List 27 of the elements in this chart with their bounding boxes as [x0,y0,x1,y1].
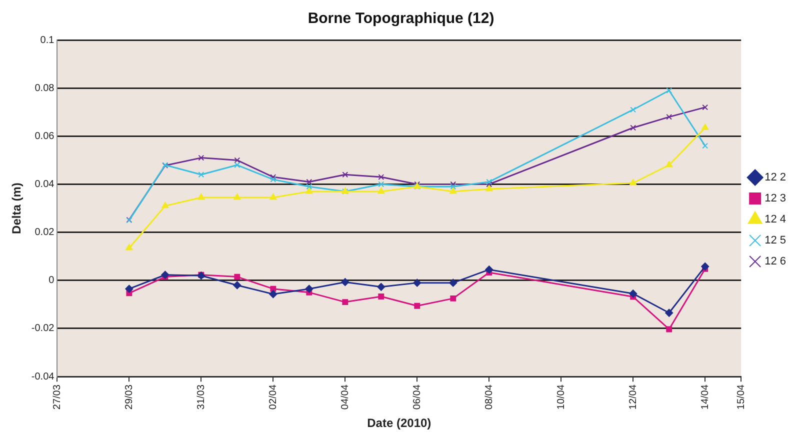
x-tick-label: 04/04 [340,384,351,410]
y-tick-label: -0.02 [31,323,55,334]
x-tick-label: 31/03 [196,384,207,410]
y-tick-label: -0.04 [31,371,55,382]
x-tick-label: 02/04 [268,384,279,410]
x-tick-label: 27/03 [52,384,63,410]
x-axis-title: Date (2010) [367,416,432,430]
legend-label: 12 2 [764,172,786,184]
x-tick-label: 15/04 [736,384,747,410]
y-tick-label: 0.02 [34,227,55,238]
y-axis-title: Delta (m) [10,182,24,234]
x-tick-label: 08/04 [484,384,495,410]
x-tick-label: 29/03 [124,384,135,410]
y-tick-label: 0.04 [34,178,55,190]
legend-label: 12 3 [764,192,786,205]
legend-label: 12 6 [764,256,786,268]
x-tick-label: 10/04 [556,384,567,410]
x-tick-label: 14/04 [700,384,711,410]
y-tick-label: 0.08 [34,82,55,94]
y-tick-label: 0.1 [40,34,55,46]
x-tick-label: 06/04 [412,384,423,410]
chart-title: Borne Topographique (12) [308,10,494,28]
y-tick-label: 0 [48,275,55,286]
legend-label: 12 4 [764,214,786,226]
x-tick-label: 12/04 [628,384,639,410]
y-tick-label: 0.06 [34,130,55,142]
legend-label: 12 5 [764,234,786,247]
